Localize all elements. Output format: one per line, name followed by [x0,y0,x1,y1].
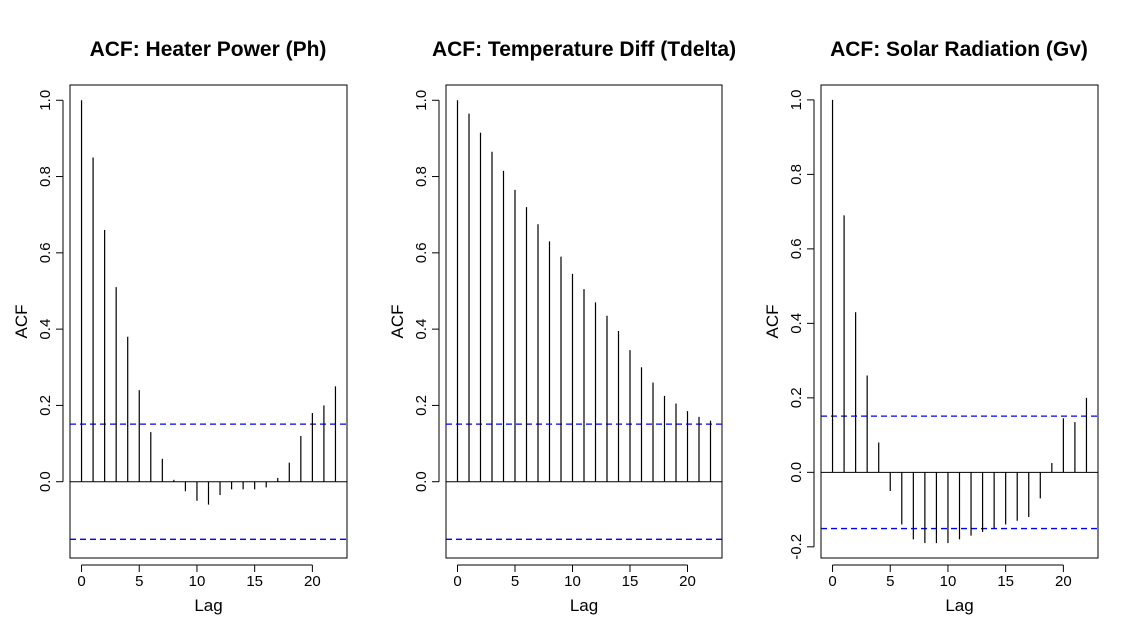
x-tick-label: 5 [135,573,143,590]
plot-frame [820,84,1099,559]
chart-title: ACF: Heater Power (Ph) [90,38,327,61]
y-tick-label: 0.0 [37,471,54,492]
y-tick-label: 0.4 [788,313,805,334]
x-tick-label: 10 [940,573,957,590]
y-tick-label: 0.8 [37,166,54,187]
y-tick-label: 0.6 [788,238,805,259]
x-tick-label: 15 [246,573,263,590]
y-axis-title: ACF [12,305,31,339]
x-tick-label: 20 [679,573,696,590]
x-tick-label: 20 [304,573,321,590]
y-tick-label: 0.2 [788,387,805,408]
y-tick-label: 0.6 [37,242,54,263]
y-tick-label: 1.0 [413,90,430,111]
x-axis-title: Lag [945,596,973,615]
x-tick-label: 10 [189,573,206,590]
acf-panel-3: ACF: Solar Radiation (Gv) 0 5 10 15 20 -0.2 0.0… [763,38,1099,615]
x-tick-label: 15 [997,573,1014,590]
x-tick-label: 15 [622,573,639,590]
chart-title: ACF: Temperature Diff (Tdelta) [432,38,736,61]
x-axis-title: Lag [194,596,222,615]
chart-title: ACF: Solar Radiation (Gv) [830,38,1088,61]
x-tick-label: 20 [1055,573,1072,590]
x-tick-label: 5 [511,573,519,590]
y-tick-label: 0.4 [413,319,430,340]
y-tick-label: 1.0 [788,89,805,110]
x-tick-label: 0 [828,573,836,590]
x-tick-label: 0 [77,573,85,590]
y-axis-title: ACF [763,305,782,339]
y-axis-title: ACF [388,305,407,339]
y-tick-label: 0.8 [413,166,430,187]
y-tick-label: 0.8 [788,164,805,185]
y-tick-label: 0.0 [788,462,805,483]
y-tick-label: 0.0 [413,471,430,492]
y-tick-label: 0.2 [413,395,430,416]
y-tick-label: 0.2 [37,395,54,416]
x-tick-label: 10 [564,573,581,590]
plot-frame [445,84,723,559]
x-axis-title: Lag [570,596,598,615]
acf-panel-1: ACF: Heater Power (Ph) 0 5 10 15 20 0.0 0.2 0.4 0… [12,38,348,615]
y-tick-label: -0.2 [788,534,805,560]
acf-panel-2: ACF: Temperature Diff (Tdelta) 0 5 10 15 20 0.… [388,38,736,615]
y-tick-label: 0.6 [413,242,430,263]
x-tick-label: 5 [886,573,894,590]
x-tick-label: 0 [453,573,461,590]
y-tick-label: 0.4 [37,319,54,340]
plot-frame [69,84,348,559]
y-tick-label: 1.0 [37,90,54,111]
